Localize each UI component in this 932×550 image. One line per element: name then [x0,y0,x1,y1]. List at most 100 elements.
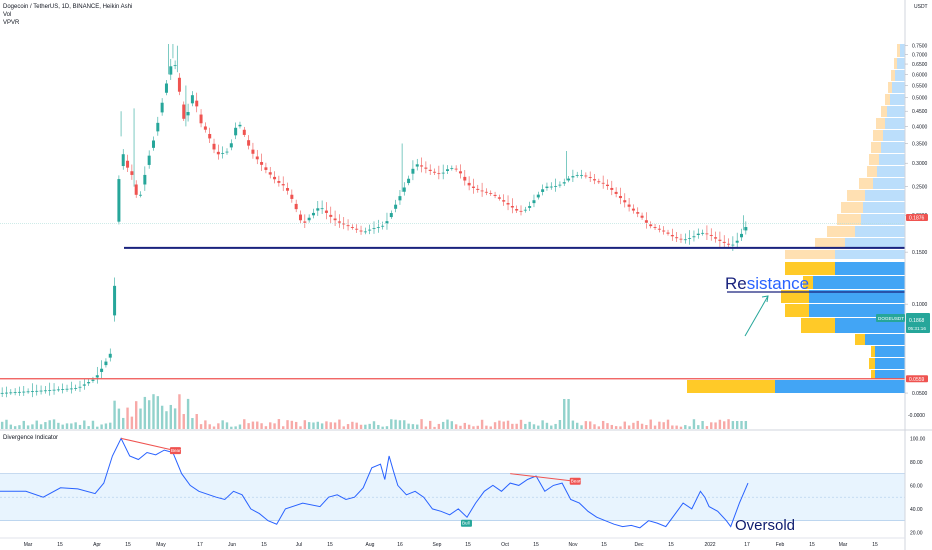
candle-body [126,160,130,168]
volume-bar [256,421,259,429]
x-tick-label: Dec [635,542,644,548]
candle-body [234,127,238,136]
candle-body [134,184,138,195]
candle-body [601,182,605,184]
volume-bar [740,421,743,429]
volume-bar [104,423,108,429]
candle-body [731,244,735,246]
candle-body [151,140,155,148]
candle-body [593,179,597,181]
chart-legend: Dogecoin / TetherUS, 1D, BINANCE, Heikin… [3,3,132,27]
candle-body [39,390,43,392]
x-tick-label: 15 [465,542,471,548]
vpvr-bar-up [865,190,905,201]
volume-bar [723,421,726,429]
volume-bar [450,421,454,429]
candle-body [376,226,380,228]
oversold-annotation[interactable]: Oversold [735,517,796,534]
candle-body [290,194,294,199]
volume-bar [312,422,315,429]
candle-body [4,392,8,394]
x-tick-label: 15 [601,542,607,548]
vpvr-bar-up [855,226,905,237]
candle-body [420,165,424,167]
candle-body [541,189,545,192]
volume-bar [459,425,462,429]
candle-body [177,77,181,92]
candle-body [372,228,376,229]
volume-bar [44,422,47,429]
candle-body [381,225,385,227]
volume-bar [441,421,445,429]
candle-body [30,391,34,392]
vpvr-bar-down [687,380,775,393]
vpvr-bar-up [890,94,905,105]
candle-body [74,388,78,389]
volume-bar [96,426,99,429]
vpvr-bar-down [897,44,900,57]
volume-bar [225,422,229,429]
indicator-title[interactable]: Divergence Indicator [3,435,59,441]
candle-body [523,209,527,211]
y-tick-label: 0.4000 [912,124,928,130]
volume-bar [48,420,51,429]
vpvr-bar-down [869,154,879,165]
candle-body [203,126,207,130]
vpvr-bar-up [835,250,905,259]
candle-body [631,208,635,211]
volume-bar [407,423,410,429]
volume-bar [493,422,497,429]
vpvr-bar-up [845,238,905,249]
vpvr-bar-down [803,276,813,289]
volume-bar [342,426,345,429]
candle-body [657,228,661,230]
vpvr-bar-up [885,118,905,129]
candle-body [286,188,290,191]
candle-body [549,186,553,188]
candle-body [311,212,315,216]
volume-bar [446,419,449,429]
currency-label[interactable]: USDT [914,4,928,10]
volume-bar [472,426,475,429]
volume-bar [264,426,268,429]
candle-body [182,104,186,119]
volume-bar [420,419,423,429]
volume-bar [355,422,358,429]
bear-label-2: Bear [571,479,581,484]
candle-body [0,392,4,394]
volume-bars [0,394,748,429]
resistance-annotation[interactable]: Resistance [725,274,809,294]
candle-body [346,225,350,227]
candle-body [623,200,627,203]
candle-body [307,217,311,221]
legend-vpvr[interactable]: VPVR [3,20,20,26]
legend-volume[interactable]: Vol [3,12,12,18]
candle-body [333,218,337,221]
volume-bar [666,419,670,429]
candle-body [69,388,73,390]
candle-body [627,204,631,207]
bull-label-bg [460,519,472,527]
volume-bar [437,423,441,429]
volume-bar [130,416,134,429]
candle-body [502,200,506,202]
volume-bar [463,422,466,429]
chart-title[interactable]: Dogecoin / TetherUS, 1D, BINANCE, Heikin… [3,4,133,10]
y-tick-label: 0.4500 [912,109,928,115]
vpvr-bar-down [781,290,809,303]
volume-bar [78,424,82,429]
candle-body [26,391,30,393]
x-tick-label: Sep [433,542,442,548]
candle-body [350,226,354,228]
symbol-tag: DOGEUSDT [878,316,904,321]
volume-bar [731,421,735,429]
candle-body [82,384,86,386]
volume-bar [710,422,713,429]
x-tick-label: 15 [533,542,539,548]
candle-body [528,206,532,208]
vpvr-bar-up [879,154,905,165]
volume-bar [320,423,324,429]
volume-bar [178,394,181,429]
y-tick-label: 0.1000 [912,302,928,308]
